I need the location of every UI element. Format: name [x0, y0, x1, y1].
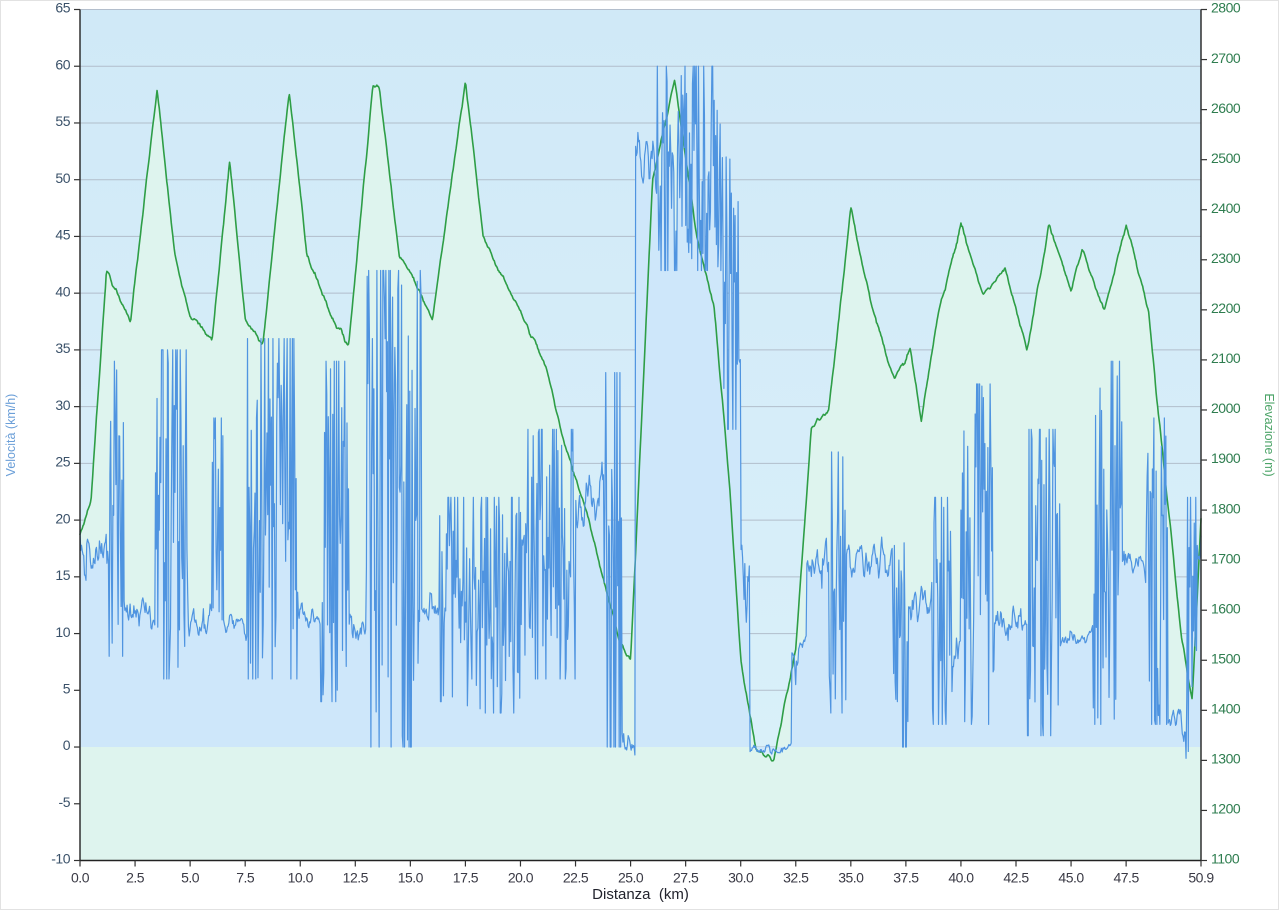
svg-text:2700: 2700: [1211, 50, 1241, 66]
svg-text:50.9: 50.9: [1188, 870, 1214, 886]
svg-text:1500: 1500: [1211, 650, 1241, 666]
svg-text:35: 35: [55, 340, 70, 356]
svg-text:-5: -5: [59, 794, 71, 810]
svg-text:2800: 2800: [1211, 1, 1241, 16]
svg-text:5.0: 5.0: [181, 870, 200, 886]
svg-text:20.0: 20.0: [508, 870, 534, 886]
svg-text:0.0: 0.0: [71, 870, 90, 886]
svg-text:10: 10: [55, 624, 70, 640]
svg-text:2600: 2600: [1211, 100, 1241, 116]
svg-text:1300: 1300: [1211, 751, 1241, 767]
svg-text:17.5: 17.5: [453, 870, 479, 886]
svg-text:12.5: 12.5: [343, 870, 369, 886]
svg-text:1900: 1900: [1211, 450, 1241, 466]
svg-text:2500: 2500: [1211, 150, 1241, 166]
svg-text:22.5: 22.5: [563, 870, 589, 886]
svg-text:2100: 2100: [1211, 350, 1241, 366]
svg-text:-10: -10: [51, 851, 70, 867]
svg-text:Distanza (km): Distanza (km): [592, 886, 689, 903]
svg-text:55: 55: [55, 113, 70, 129]
svg-text:2300: 2300: [1211, 250, 1241, 266]
svg-text:40.0: 40.0: [948, 870, 974, 886]
svg-text:25.0: 25.0: [618, 870, 644, 886]
svg-text:2.5: 2.5: [126, 870, 145, 886]
svg-text:32.5: 32.5: [783, 870, 809, 886]
svg-text:1800: 1800: [1211, 500, 1241, 516]
svg-text:45.0: 45.0: [1058, 870, 1084, 886]
svg-text:7.5: 7.5: [236, 870, 255, 886]
svg-text:1600: 1600: [1211, 600, 1241, 616]
svg-text:37.5: 37.5: [893, 870, 919, 886]
svg-text:1200: 1200: [1211, 801, 1241, 817]
svg-text:5: 5: [63, 681, 71, 697]
svg-text:65: 65: [55, 1, 70, 16]
svg-text:30.0: 30.0: [728, 870, 754, 886]
svg-text:42.5: 42.5: [1003, 870, 1029, 886]
svg-text:45: 45: [55, 227, 70, 243]
svg-text:1700: 1700: [1211, 550, 1241, 566]
svg-text:2000: 2000: [1211, 400, 1241, 416]
svg-text:15: 15: [55, 567, 70, 583]
svg-text:2400: 2400: [1211, 200, 1241, 216]
svg-text:20: 20: [55, 510, 70, 526]
svg-text:27.5: 27.5: [673, 870, 699, 886]
svg-text:1100: 1100: [1211, 851, 1240, 867]
svg-text:60: 60: [55, 56, 70, 72]
svg-text:35.0: 35.0: [838, 870, 864, 886]
svg-text:10.0: 10.0: [288, 870, 314, 886]
svg-text:1400: 1400: [1211, 701, 1241, 717]
svg-text:Velocità (km/h): Velocità (km/h): [4, 394, 18, 477]
svg-text:Elevazione (m): Elevazione (m): [1262, 393, 1276, 476]
svg-text:15.0: 15.0: [398, 870, 424, 886]
svg-text:25: 25: [55, 454, 70, 470]
svg-text:50: 50: [55, 170, 70, 186]
svg-text:47.5: 47.5: [1113, 870, 1139, 886]
svg-text:40: 40: [55, 283, 70, 299]
svg-text:2200: 2200: [1211, 300, 1241, 316]
svg-text:0: 0: [63, 737, 71, 753]
svg-text:30: 30: [55, 397, 70, 413]
